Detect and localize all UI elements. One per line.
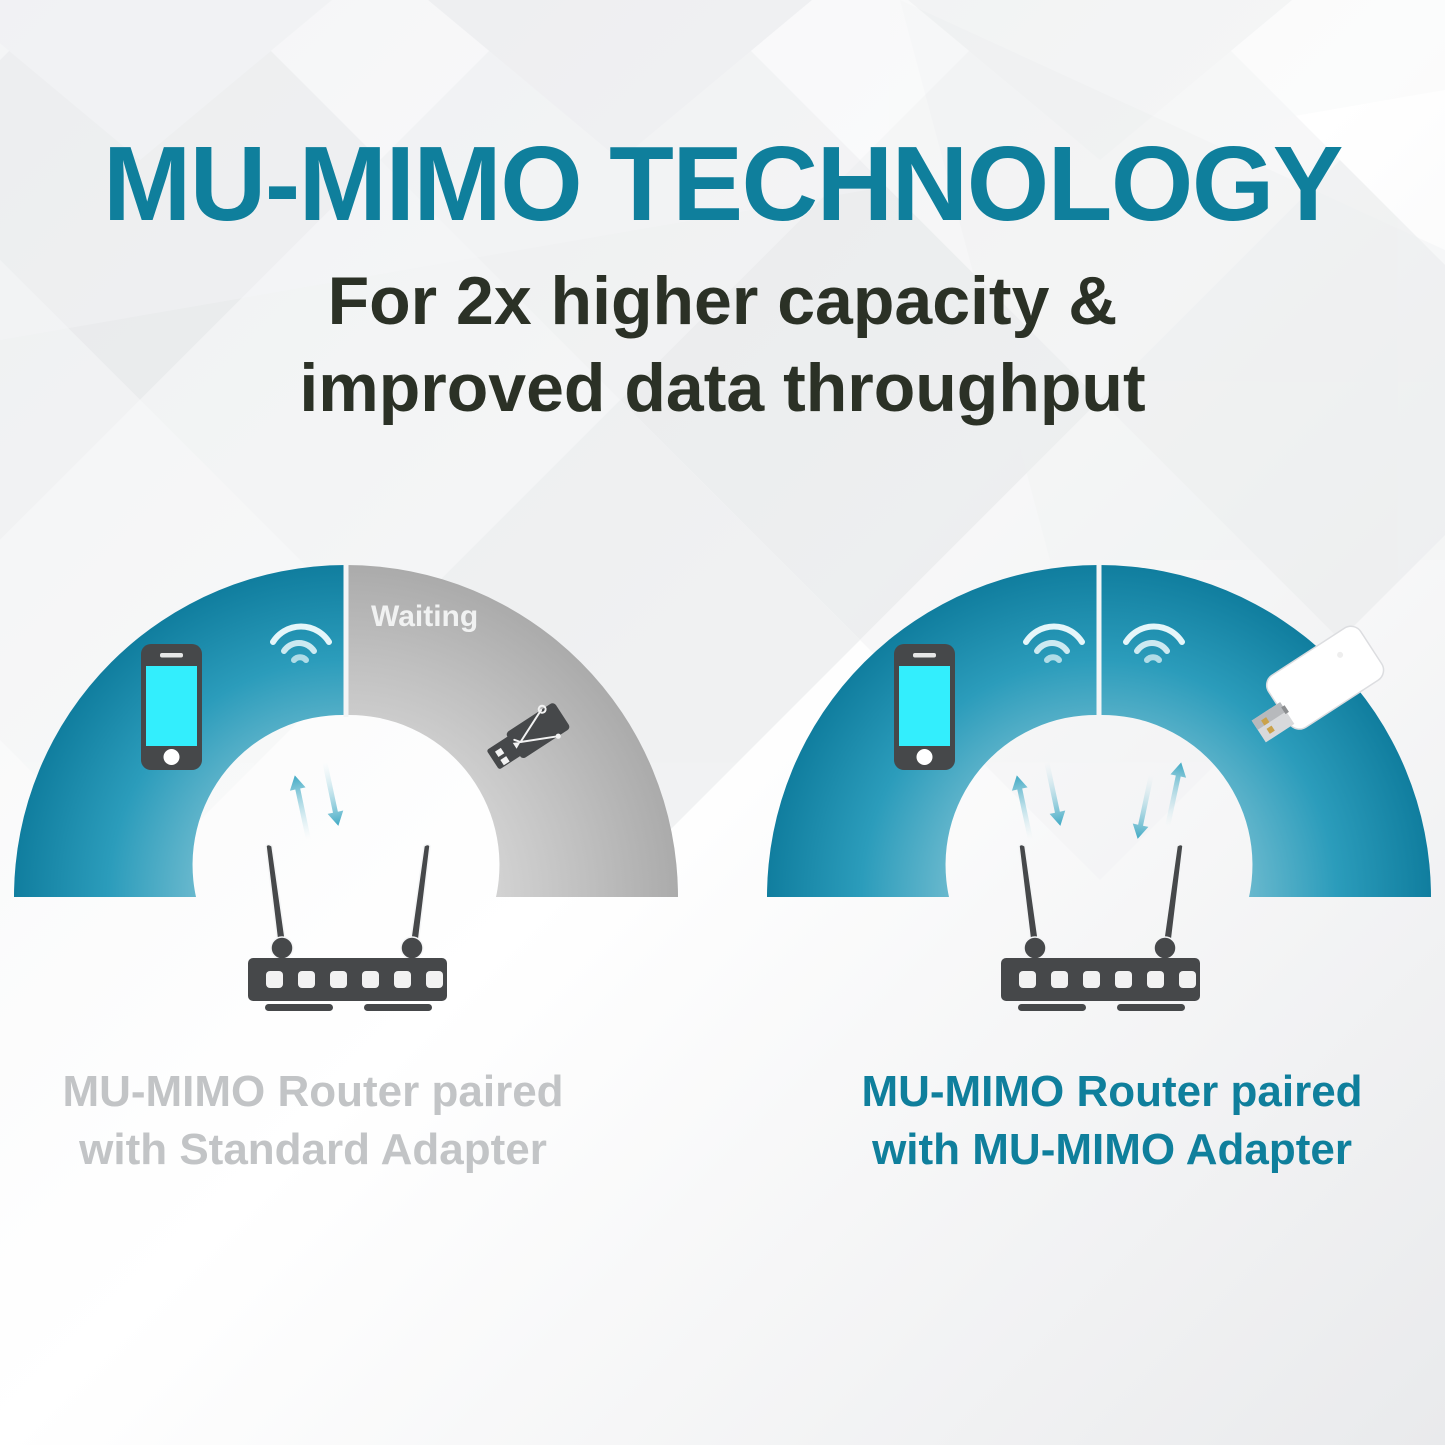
- svg-text:Waiting: Waiting: [371, 600, 478, 633]
